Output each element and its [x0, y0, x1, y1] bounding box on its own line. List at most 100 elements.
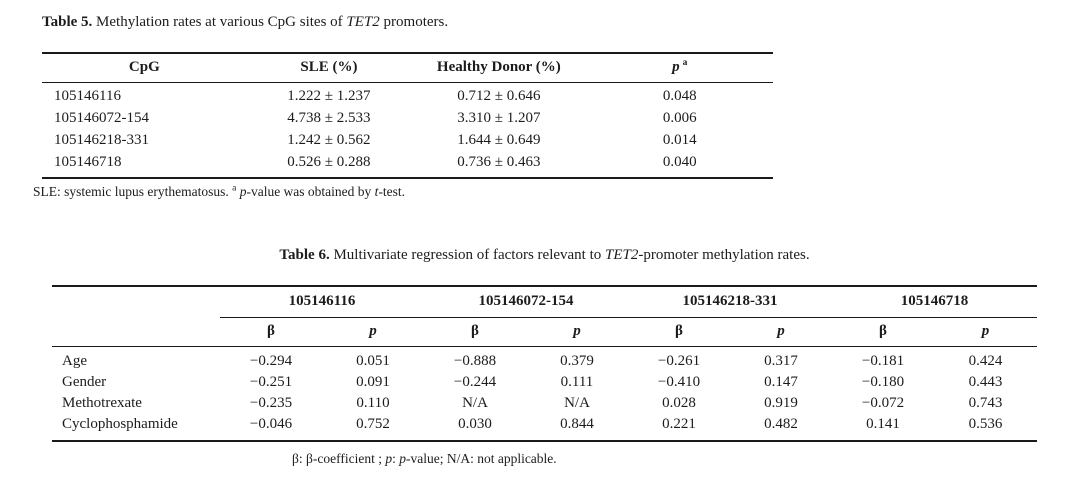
- table6-footnote-lead: β: β-coefficient ;: [292, 451, 386, 466]
- cell-sle: 1.222 ± 1.237: [287, 88, 371, 104]
- table6-footnote-tail: -value; N/A: not applicable.: [405, 451, 557, 466]
- table6-footnote-p2: p: [399, 451, 406, 466]
- table5-footnote-t: t: [374, 184, 379, 199]
- table6: 105146116 105146072-154 105146218-331 10…: [52, 285, 1037, 442]
- table6-group-header-row: 105146116 105146072-154 105146218-331 10…: [52, 286, 1037, 347]
- table5-header-cpg: CpG: [42, 53, 247, 83]
- table6-footnote: β: β-coefficient ; p: p-value; N/A: not …: [292, 451, 1037, 467]
- cell-p: 0.536: [968, 416, 1003, 432]
- table6-footnote-mid: :: [392, 451, 400, 466]
- table-row: Cyclophosphamide −0.046 0.752 0.030 0.84…: [52, 414, 1037, 441]
- cell-p: 0.443: [968, 374, 1003, 390]
- cell-p: 0.051: [356, 353, 390, 369]
- cell-p: N/A: [564, 395, 590, 411]
- cell-sle: 4.738 ± 2.533: [287, 110, 371, 126]
- subheader-p: p: [322, 317, 424, 347]
- table-row: 105146072-154 4.738 ± 2.533 3.310 ± 1.20…: [42, 107, 773, 129]
- table-row: Gender −0.251 0.091 −0.244 0.111 −0.410 …: [52, 372, 1037, 393]
- cell-p: 0.110: [356, 395, 390, 411]
- table5-header-p-superscript: a: [682, 58, 688, 68]
- table-row: Methotrexate −0.235 0.110 N/A N/A 0.028 …: [52, 393, 1037, 414]
- table6-caption-gene: TET2: [605, 247, 639, 263]
- cell-factor: Methotrexate: [62, 395, 142, 411]
- cell-p: 0.040: [662, 154, 697, 170]
- table5-footnote-p: p: [239, 184, 247, 199]
- cell-p: 0.482: [764, 416, 798, 432]
- cell-beta: −0.180: [861, 374, 905, 390]
- cell-p: 0.919: [764, 395, 798, 411]
- cell-healthy-donor: 1.644 ± 0.649: [457, 132, 541, 148]
- subheader-beta: β: [628, 317, 730, 347]
- cell-p: 0.091: [356, 374, 390, 390]
- cell-beta: −0.072: [861, 395, 905, 411]
- cell-factor: Gender: [62, 374, 107, 390]
- subheader-beta: β: [424, 317, 526, 347]
- table6-footnote-p1: p: [385, 451, 393, 466]
- table-row: 105146116 1.222 ± 1.237 0.712 ± 0.646 0.…: [42, 83, 773, 108]
- cell-cpg: 105146218-331: [54, 132, 149, 148]
- subheader-p: p: [526, 317, 628, 347]
- cell-beta: −0.888: [453, 353, 497, 369]
- cell-sle: 1.242 ± 0.562: [287, 132, 371, 148]
- table6-caption-text: Multivariate regression of factors relev…: [329, 247, 606, 263]
- cell-beta: −0.046: [249, 416, 293, 432]
- table5-header-p-symbol: p: [672, 59, 680, 75]
- cell-p: 0.424: [968, 353, 1003, 369]
- cell-beta: −0.244: [453, 374, 497, 390]
- table5-caption: Table 5. Methylation rates at various Cp…: [42, 13, 775, 31]
- subheader-beta: β: [832, 317, 934, 347]
- table6-group-105146116: 105146116: [220, 286, 424, 318]
- table5-footnote-tail: -test.: [378, 184, 406, 199]
- table5-footnote-marker: a: [232, 183, 237, 194]
- cell-p: 0.317: [764, 353, 798, 369]
- cell-beta: 0.030: [458, 416, 492, 432]
- table6-group-105146072-154: 105146072-154: [424, 286, 628, 318]
- cell-beta: −0.410: [657, 374, 701, 390]
- table5-header-sle: SLE (%): [246, 53, 412, 83]
- table5-caption-text: Methylation rates at various CpG sites o…: [92, 14, 347, 30]
- cell-healthy-donor: 0.712 ± 0.646: [457, 88, 541, 104]
- table6-caption-label: Table 6.: [279, 247, 330, 263]
- cell-beta: 0.141: [866, 416, 900, 432]
- cell-factor: Age: [62, 353, 87, 369]
- table5-caption-gene: TET2: [346, 14, 380, 30]
- table5-header-healthy-donor: Healthy Donor (%): [411, 53, 587, 83]
- cell-p: 0.752: [356, 416, 390, 432]
- table6-group-105146718: 105146718: [832, 286, 1037, 318]
- table6-caption: Table 6. Multivariate regression of fact…: [52, 246, 1037, 264]
- cell-cpg: 105146072-154: [54, 110, 149, 126]
- table6-stub-header: [52, 286, 220, 347]
- cell-healthy-donor: 0.736 ± 0.463: [457, 154, 541, 170]
- cell-p: 0.743: [968, 395, 1003, 411]
- cell-beta: 0.221: [662, 416, 696, 432]
- table6-group-105146218-331: 105146218-331: [628, 286, 832, 318]
- cell-p: 0.147: [764, 374, 798, 390]
- cell-p: 0.006: [662, 110, 697, 126]
- cell-p: 0.014: [662, 132, 697, 148]
- cell-p: 0.844: [560, 416, 594, 432]
- cell-beta: −0.181: [861, 353, 905, 369]
- table5-caption-tail: promoters.: [379, 14, 449, 30]
- cell-beta: −0.294: [249, 353, 293, 369]
- cell-cpg: 105146116: [54, 88, 121, 104]
- table-row: Age −0.294 0.051 −0.888 0.379 −0.261 0.3…: [52, 347, 1037, 373]
- subheader-beta: β: [220, 317, 322, 347]
- table5-footnote-lead: SLE: systemic lupus erythematosus.: [33, 184, 229, 199]
- table6-subheader-row: β p β p β p β p: [52, 317, 1037, 347]
- cell-beta: −0.261: [657, 353, 701, 369]
- cell-beta: −0.235: [249, 395, 293, 411]
- table-row: 105146218-331 1.242 ± 0.562 1.644 ± 0.64…: [42, 129, 773, 151]
- table-row: 105146718 0.526 ± 0.288 0.736 ± 0.463 0.…: [42, 151, 773, 178]
- subheader-p: p: [730, 317, 832, 347]
- table5-section: Table 5. Methylation rates at various Cp…: [33, 13, 775, 200]
- cell-sle: 0.526 ± 0.288: [287, 154, 371, 170]
- cell-factor: Cyclophosphamide: [62, 416, 178, 432]
- cell-beta: N/A: [462, 395, 488, 411]
- cell-p: 0.379: [560, 353, 594, 369]
- cell-p: 0.111: [560, 374, 594, 390]
- cell-healthy-donor: 3.310 ± 1.207: [457, 110, 541, 126]
- cell-p: 0.048: [662, 88, 697, 104]
